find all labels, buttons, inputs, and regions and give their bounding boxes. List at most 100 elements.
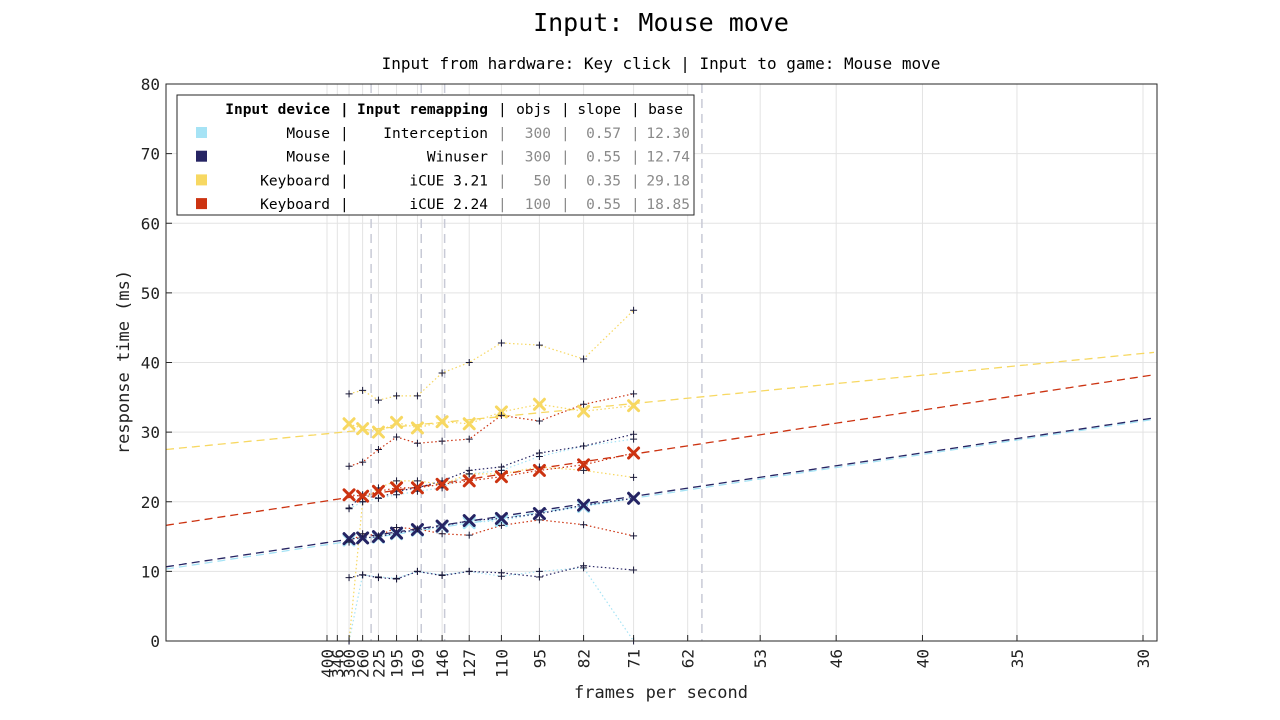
x-tick-label: 260 bbox=[354, 649, 373, 678]
mean-lines bbox=[348, 403, 634, 541]
band-point-marker bbox=[413, 567, 421, 575]
legend-header-objs: objs bbox=[516, 102, 551, 118]
band-point-marker bbox=[438, 369, 446, 377]
x-tick-label: 71 bbox=[625, 649, 644, 668]
band-point-marker bbox=[535, 516, 543, 524]
fit-curve bbox=[165, 374, 1155, 527]
legend-separator: | bbox=[561, 126, 570, 142]
mean-point-marker bbox=[627, 491, 641, 505]
band-point-marker bbox=[535, 449, 543, 457]
fit-curves bbox=[165, 351, 1155, 570]
legend-swatch bbox=[196, 174, 207, 186]
legend-objs: 50 bbox=[534, 173, 551, 189]
band-point-marker bbox=[630, 473, 638, 481]
mean-point-marker bbox=[462, 417, 476, 431]
x-tick-label: 46 bbox=[827, 649, 846, 668]
y-tick-label: 0 bbox=[150, 632, 160, 651]
legend-remapping: iCUE 3.21 bbox=[409, 173, 488, 189]
legend-separator: | bbox=[631, 150, 640, 166]
mean-point-marker bbox=[627, 399, 641, 413]
band-point-marker bbox=[465, 531, 473, 539]
band-point-marker bbox=[465, 359, 473, 366]
x-tick-label: 400 bbox=[318, 649, 337, 678]
band-point-marker bbox=[413, 477, 421, 485]
mean-point-marker bbox=[371, 425, 385, 439]
band-point-marker bbox=[497, 521, 505, 529]
x-axis-label: frames per second bbox=[574, 683, 748, 703]
band-point-marker bbox=[630, 306, 638, 314]
mean-point-marker bbox=[390, 415, 404, 429]
band-point-marker bbox=[630, 430, 638, 438]
mean-point-marker bbox=[342, 417, 356, 431]
x-tick-label: 110 bbox=[492, 649, 511, 678]
mean-point-marker bbox=[356, 531, 370, 545]
band-point-marker bbox=[497, 569, 505, 577]
mean-point-marker bbox=[435, 415, 449, 429]
y-tick-label: 50 bbox=[141, 284, 160, 303]
x-tick-label: 195 bbox=[388, 649, 407, 678]
x-tick-label: 35 bbox=[1008, 649, 1027, 668]
legend-separator: | bbox=[561, 173, 570, 189]
band-point-marker bbox=[580, 400, 588, 408]
legend-base: 12.30 bbox=[646, 126, 690, 142]
legend-separator: | bbox=[498, 126, 507, 142]
band-point-marker bbox=[438, 437, 446, 445]
band-point-marker bbox=[359, 571, 367, 579]
band-point-marker bbox=[374, 574, 382, 582]
band-point-marker bbox=[345, 574, 353, 582]
legend-remapping: Interception bbox=[383, 126, 488, 142]
chart-title: Input: Mouse move bbox=[533, 8, 789, 37]
lower-band-line bbox=[348, 565, 634, 580]
band-point-marker bbox=[374, 446, 382, 454]
fit-curve bbox=[165, 417, 1155, 568]
band-point-marker bbox=[630, 566, 638, 574]
mean-point-marker bbox=[410, 421, 424, 435]
legend-separator: | bbox=[498, 197, 507, 213]
mean-point-marker bbox=[410, 481, 424, 495]
band-point-marker bbox=[374, 494, 382, 502]
legend-header-sep: | bbox=[340, 102, 349, 118]
mean-point-marker bbox=[390, 481, 404, 495]
x-tick-label: 53 bbox=[751, 649, 770, 668]
y-tick-label: 20 bbox=[141, 493, 160, 512]
legend-separator: | bbox=[340, 197, 349, 213]
band-point-marker bbox=[465, 470, 473, 478]
legend-device: Mouse bbox=[286, 126, 330, 142]
legend-header-device: Input device bbox=[225, 102, 330, 118]
y-tick-label: 60 bbox=[141, 214, 160, 233]
mean-point-marker bbox=[532, 463, 546, 477]
x-tick-label: 346 bbox=[328, 649, 347, 678]
band-point-marker bbox=[345, 504, 353, 512]
lower-band-line bbox=[348, 466, 634, 642]
y-tick-label: 80 bbox=[141, 75, 160, 94]
band-point-marker bbox=[374, 396, 382, 404]
band-point-marker bbox=[630, 390, 638, 398]
y-tick-label: 10 bbox=[141, 562, 160, 581]
y-tick-label: 30 bbox=[141, 423, 160, 442]
band-point-marker bbox=[393, 392, 401, 400]
band-point-marker bbox=[393, 524, 401, 532]
legend-slope: 0.55 bbox=[586, 197, 621, 213]
legend-slope: 0.55 bbox=[586, 150, 621, 166]
band-point-marker bbox=[497, 463, 505, 471]
legend-separator: | bbox=[631, 197, 640, 213]
legend-base: 29.18 bbox=[646, 173, 690, 189]
band-point-marker bbox=[580, 466, 588, 474]
legend-separator: | bbox=[498, 173, 507, 189]
mean-point-marker bbox=[390, 526, 404, 540]
legend-separator: | bbox=[631, 173, 640, 189]
legend-separator: | bbox=[340, 173, 349, 189]
legend-remapping: iCUE 2.24 bbox=[409, 197, 488, 213]
mean-point-marker bbox=[356, 422, 370, 436]
legend-swatch bbox=[196, 198, 207, 210]
x-tick-label: 127 bbox=[460, 649, 479, 678]
x-tick-label: 82 bbox=[575, 649, 594, 668]
legend-base: 12.74 bbox=[646, 150, 690, 166]
mean-point-marker bbox=[532, 507, 546, 521]
mean-point-marker bbox=[577, 404, 591, 418]
legend-header-slope: slope bbox=[577, 102, 621, 118]
data-points bbox=[342, 306, 641, 645]
legend-header-sep: | bbox=[561, 102, 570, 118]
legend-slope: 0.57 bbox=[586, 126, 621, 142]
